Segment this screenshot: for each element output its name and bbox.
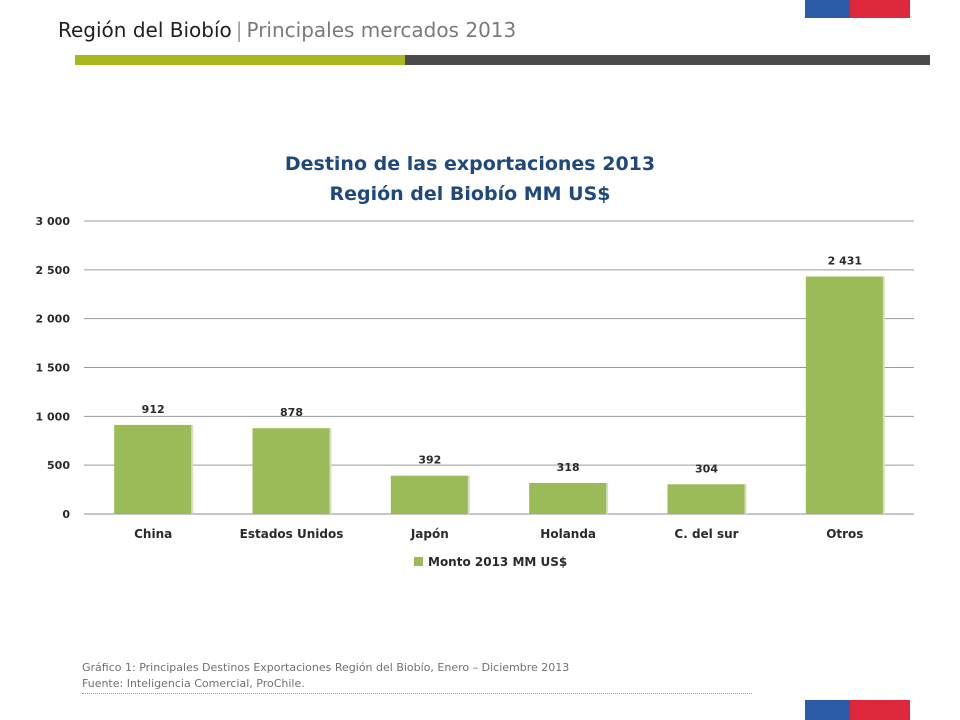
legend-swatch <box>414 557 423 566</box>
x-tick-label: C. del sur <box>674 527 738 541</box>
bar-value-label: 304 <box>695 462 718 475</box>
flag-bottom <box>805 700 910 720</box>
bar <box>667 484 745 514</box>
value-labels: 912 878 392 318 304 2 431 <box>142 255 862 476</box>
bar-value-label: 2 431 <box>828 255 862 268</box>
chart-legend: Monto 2013 MM US$ <box>414 555 567 569</box>
caption-line-1: Gráfico 1: Principales Destinos Exportac… <box>82 661 570 674</box>
bar-value-label: 878 <box>280 406 303 419</box>
flag-red-block <box>850 0 910 18</box>
chart-title: Destino de las exportaciones 2013 <box>285 153 655 175</box>
chart-subtitle: Región del Biobío MM US$ <box>329 183 610 205</box>
bar <box>529 482 607 514</box>
title-subtitle: Principales mercados 2013 <box>246 18 517 42</box>
title-region: Región del Biobío <box>58 18 232 42</box>
flag-blue-block <box>805 0 850 18</box>
header-rule-dark <box>405 55 930 65</box>
x-tick-label: Otros <box>826 527 863 541</box>
bar-value-label: 912 <box>142 403 165 416</box>
header-rule-green <box>75 55 405 65</box>
figure-caption: Gráfico 1: Principales Destinos Exportac… <box>82 660 752 694</box>
chart-gridlines <box>84 220 914 515</box>
x-tick-label: China <box>134 527 172 541</box>
bar <box>252 428 330 514</box>
y-tick-label: 3 000 <box>36 215 71 228</box>
chart-bars <box>114 276 885 514</box>
y-tick-label: 0 <box>62 508 70 521</box>
y-tick-label: 1 500 <box>36 362 71 375</box>
y-tick-label: 1 000 <box>36 410 71 423</box>
x-tick-label: Estados Unidos <box>240 527 344 541</box>
page-title: Región del Biobío | Principales mercados 2… <box>58 18 516 42</box>
y-tick-label: 2 500 <box>36 264 71 277</box>
flag-top <box>805 0 910 18</box>
flag-blue-block <box>805 700 850 720</box>
y-tick-label: 500 <box>47 459 70 472</box>
y-axis-ticks: 0 500 1 000 1 500 2 000 2 500 3 000 <box>36 215 71 521</box>
caption-line-2: Fuente: Inteligencia Comercial, ProChile… <box>82 677 305 690</box>
x-tick-label: Japón <box>410 527 449 541</box>
bar <box>390 475 468 514</box>
bar-value-label: 318 <box>557 461 580 474</box>
bar <box>114 424 192 514</box>
y-tick-label: 2 000 <box>36 313 71 326</box>
title-separator: | <box>235 18 243 42</box>
bar-value-label: 392 <box>418 454 441 467</box>
flag-red-block <box>850 700 910 720</box>
bar <box>805 276 883 514</box>
legend-label: Monto 2013 MM US$ <box>428 555 567 569</box>
x-tick-label: Holanda <box>540 527 596 541</box>
exports-bar-chart: Destino de las exportaciones 2013 Región… <box>36 153 914 569</box>
x-axis-ticks: China Estados Unidos Japón Holanda C. del su… <box>134 527 863 541</box>
